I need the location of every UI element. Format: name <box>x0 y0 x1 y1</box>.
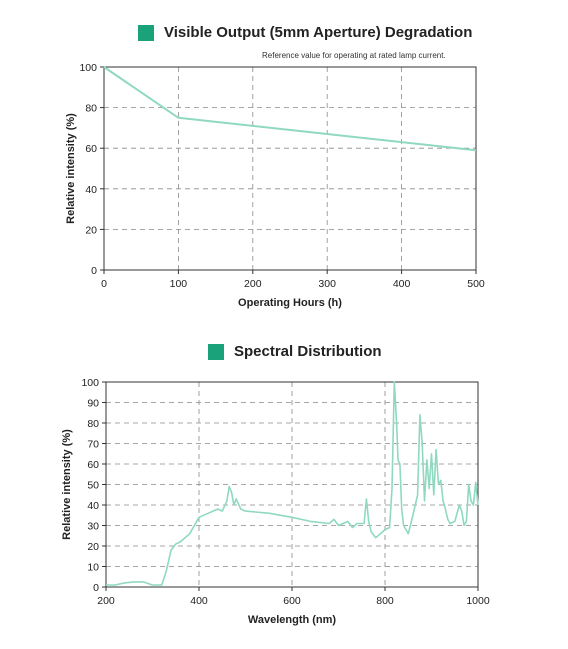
chart1-x-tick-label: 100 <box>170 278 188 290</box>
chart2-x-tick-label: 400 <box>190 595 208 607</box>
chart1-title: Visible Output (5mm Aperture) Degradatio… <box>164 24 473 41</box>
chart1-y-tick-label: 40 <box>85 184 97 196</box>
chart2-x-tick-label: 600 <box>283 595 301 607</box>
chart1-x-tick-label: 200 <box>244 278 262 290</box>
chart2-y-tick-label: 90 <box>87 398 99 410</box>
chart2-x-tick-label: 200 <box>97 595 115 607</box>
chart1-title-marker <box>138 24 154 41</box>
chart2-y-tick-label: 30 <box>87 521 99 533</box>
chart1-x-tick-label: 300 <box>318 278 336 290</box>
chart2-x-axis-label: Wavelength (nm) <box>248 614 337 626</box>
chart1-y-axis-label: Relative intensity (%) <box>65 113 77 224</box>
chart1-title-row: Visible Output (5mm Aperture) Degradatio… <box>138 24 472 41</box>
chart2-y-tick-label: 100 <box>81 377 99 389</box>
chart2-y-tick-label: 0 <box>93 582 99 594</box>
chart1-plot-frame <box>103 66 477 271</box>
chart1-y-tick-label: 0 <box>91 265 97 277</box>
chart1-annotation: Reference value for operating at rated l… <box>262 51 446 60</box>
chart2-y-tick-label: 10 <box>87 562 99 574</box>
chart2-y-axis-label: Relative intensity (%) <box>61 429 73 540</box>
chart1-y-tick-label: 20 <box>85 224 97 236</box>
chart1-x-tick-label: 500 <box>467 278 485 290</box>
chart2-y-tick-label: 60 <box>87 459 99 471</box>
chart1-series-line-0 <box>103 66 477 152</box>
chart2-title: Spectral Distribution <box>234 343 382 360</box>
chart1-x-tick-label: 0 <box>101 278 107 290</box>
chart1-y-tick-label: 100 <box>79 62 97 74</box>
chart2-y-tick-label: 50 <box>87 480 99 492</box>
chart1-x-tick-label: 400 <box>393 278 411 290</box>
chart1-x-axis-label: Operating Hours (h) <box>238 297 342 309</box>
chart2-series-line-0 <box>106 381 479 586</box>
chart2-title-row: Spectral Distribution <box>208 343 382 360</box>
chart2-y-tick-label: 70 <box>87 439 99 451</box>
chart2-y-tick-label: 80 <box>87 418 99 430</box>
chart2-title-marker <box>208 343 224 360</box>
chart1-y-tick-label: 60 <box>85 143 97 155</box>
chart1-y-tick-label: 80 <box>85 103 97 115</box>
chart2-y-tick-label: 40 <box>87 500 99 512</box>
chart2-x-tick-label: 800 <box>376 595 394 607</box>
chart2-x-tick-label: 1000 <box>466 595 490 607</box>
chart2-y-tick-label: 20 <box>87 541 99 553</box>
